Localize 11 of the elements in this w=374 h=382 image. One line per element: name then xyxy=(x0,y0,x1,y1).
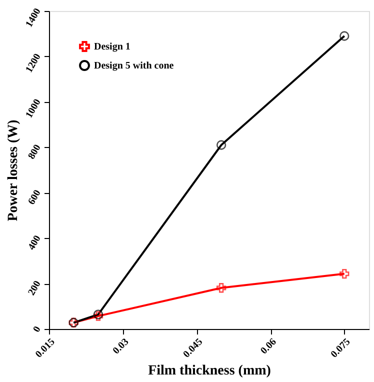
x-tick-label: 0.06 xyxy=(258,336,279,357)
y-tick-label: 400 xyxy=(26,234,44,252)
y-tick-label: 600 xyxy=(26,188,44,207)
x-axis-title: Film thickness (mm) xyxy=(148,363,272,378)
y-tick-label: 0 xyxy=(31,324,44,334)
legend-label: Design 1 xyxy=(94,42,130,52)
x-tick-label: 0.03 xyxy=(110,336,132,357)
y-tick-label: 800 xyxy=(26,142,44,162)
legend-label: Design 5 with cone xyxy=(94,60,174,72)
y-axis-title: Power losses (W) xyxy=(6,119,21,222)
y-tick-label: 200 xyxy=(26,279,44,298)
